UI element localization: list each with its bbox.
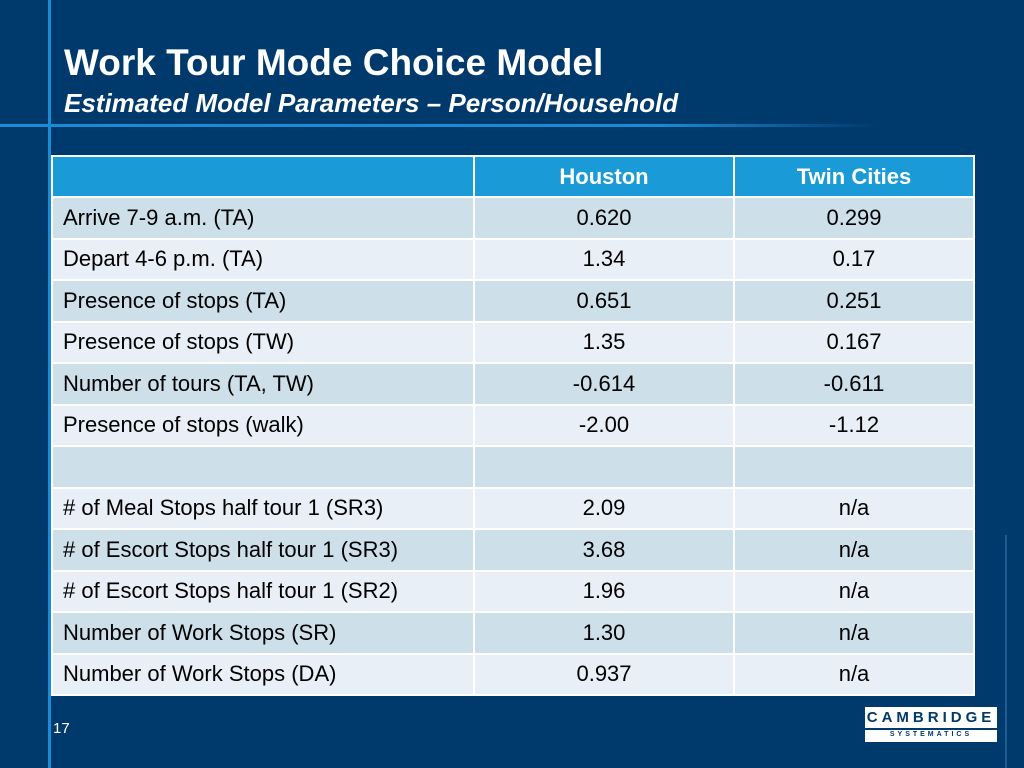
houston-value: 1.34 — [475, 239, 733, 279]
logo-divider — [865, 728, 997, 742]
houston-value — [475, 447, 733, 487]
slide-title: Work Tour Mode Choice Model — [64, 42, 604, 83]
vertical-accent-line — [48, 0, 51, 768]
houston-value: 1.96 — [475, 571, 733, 611]
twin-cities-value: n/a — [735, 488, 973, 528]
table-row: Presence of stops (walk) -2.00 -1.12 — [53, 405, 973, 445]
houston-value: 0.651 — [475, 281, 733, 321]
twin-cities-value — [735, 447, 973, 487]
twin-cities-value: 0.299 — [735, 198, 973, 238]
table-header-row: Houston Twin Cities — [53, 157, 973, 196]
table-row: Number of Work Stops (SR) 1.30 n/a — [53, 613, 973, 653]
table-row: # of Escort Stops half tour 1 (SR3) 3.68… — [53, 530, 973, 570]
parameters-table: Houston Twin Cities Arrive 7-9 a.m. (TA)… — [51, 155, 975, 696]
twin-cities-value: n/a — [735, 613, 973, 653]
table-row: Depart 4-6 p.m. (TA) 1.34 0.17 — [53, 239, 973, 279]
row-label — [53, 447, 473, 487]
twin-cities-value: 0.17 — [735, 239, 973, 279]
header-cell-houston: Houston — [475, 157, 733, 196]
row-label: # of Escort Stops half tour 1 (SR2) — [53, 571, 473, 611]
twin-cities-value: 0.167 — [735, 322, 973, 362]
table-row: Arrive 7-9 a.m. (TA) 0.620 0.299 — [53, 198, 973, 238]
table-row: # of Meal Stops half tour 1 (SR3) 2.09 n… — [53, 488, 973, 528]
houston-value: 1.30 — [475, 613, 733, 653]
twin-cities-value: -1.12 — [735, 405, 973, 445]
page-number: 17 — [53, 720, 70, 737]
right-accent-line — [1005, 535, 1007, 768]
table-row: Number of Work Stops (DA) 0.937 n/a — [53, 654, 973, 694]
houston-value: 2.09 — [475, 488, 733, 528]
table-row-blank — [53, 447, 973, 487]
twin-cities-value: n/a — [735, 571, 973, 611]
houston-value: -0.614 — [475, 364, 733, 404]
twin-cities-value: n/a — [735, 654, 973, 694]
row-label: Presence of stops (TA) — [53, 281, 473, 321]
houston-value: 0.937 — [475, 654, 733, 694]
header-cell-twin-cities: Twin Cities — [735, 157, 973, 196]
row-label: Arrive 7-9 a.m. (TA) — [53, 198, 473, 238]
twin-cities-value: 0.251 — [735, 281, 973, 321]
twin-cities-value: -0.611 — [735, 364, 973, 404]
table-row: Presence of stops (TW) 1.35 0.167 — [53, 322, 973, 362]
table-row: Presence of stops (TA) 0.651 0.251 — [53, 281, 973, 321]
slide-subtitle: Estimated Model Parameters – Person/Hous… — [64, 88, 679, 118]
houston-value: 1.35 — [475, 322, 733, 362]
row-label: Number of Work Stops (DA) — [53, 654, 473, 694]
row-label: Presence of stops (TW) — [53, 322, 473, 362]
twin-cities-value: n/a — [735, 530, 973, 570]
houston-value: 0.620 — [475, 198, 733, 238]
row-label: Depart 4-6 p.m. (TA) — [53, 239, 473, 279]
houston-value: -2.00 — [475, 405, 733, 445]
logo-name: CAMBRIDGE — [866, 709, 996, 726]
houston-value: 3.68 — [475, 530, 733, 570]
row-label: Number of tours (TA, TW) — [53, 364, 473, 404]
cambridge-systematics-logo: CAMBRIDGE SYSTEMATICS — [865, 707, 997, 742]
row-label: # of Meal Stops half tour 1 (SR3) — [53, 488, 473, 528]
logo-tagline: SYSTEMATICS — [889, 731, 973, 738]
table-row: # of Escort Stops half tour 1 (SR2) 1.96… — [53, 571, 973, 611]
header-cell-blank — [53, 157, 473, 196]
row-label: # of Escort Stops half tour 1 (SR3) — [53, 530, 473, 570]
row-label: Presence of stops (walk) — [53, 405, 473, 445]
table-row: Number of tours (TA, TW) -0.614 -0.611 — [53, 364, 973, 404]
row-label: Number of Work Stops (SR) — [53, 613, 473, 653]
horizontal-accent-line — [0, 124, 880, 127]
